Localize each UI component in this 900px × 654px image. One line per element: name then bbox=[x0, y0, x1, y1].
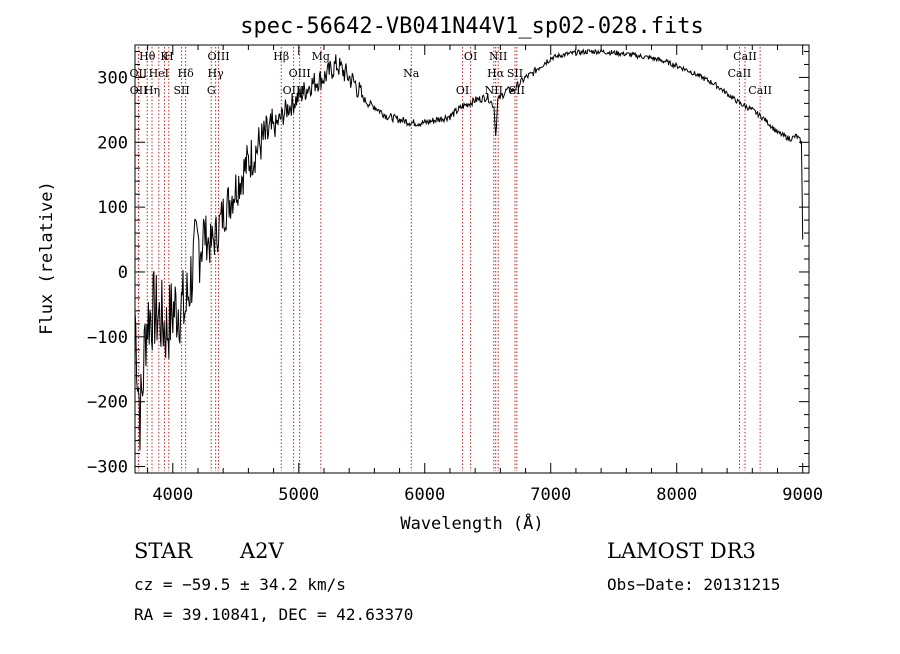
spectral-line-label: OIII bbox=[289, 67, 311, 80]
spectral-line-label: OIII bbox=[207, 50, 229, 63]
y-tick-label: 300 bbox=[97, 68, 128, 88]
spectral-line-label: CaII bbox=[748, 84, 772, 97]
spectral-line-label: Mg bbox=[312, 50, 330, 63]
spectral-line-labels: HθOIIOIIKHeIHηHHδSIIOIIIHγGHβOIIIOIIIMgN… bbox=[130, 50, 772, 97]
x-tick-label: 8000 bbox=[656, 485, 697, 505]
y-tick-label: −200 bbox=[87, 393, 128, 413]
spectral-line-label: H bbox=[164, 50, 174, 63]
spectral-line-label: NII bbox=[489, 50, 507, 63]
x-tick-label: 7000 bbox=[530, 485, 571, 505]
observation-date: Obs−Date: 20131215 bbox=[607, 575, 780, 594]
spectral-line-label: Hα bbox=[487, 67, 505, 80]
chart-title: spec-56642-VB041N44V1_sp02-028.fits bbox=[240, 14, 704, 39]
spectral-line-label: SII bbox=[507, 67, 523, 80]
survey-name: LAMOST DR3 bbox=[607, 539, 756, 563]
spectrum-series-line bbox=[134, 47, 804, 451]
spectral-line-label: Na bbox=[403, 67, 420, 80]
y-tick-label: 100 bbox=[97, 198, 128, 218]
spectral-line-label: Hγ bbox=[208, 67, 225, 80]
x-axis-ticks: 4000 5000 6000 7000 8000 9000 bbox=[147, 45, 823, 505]
x-tick-label: 6000 bbox=[404, 485, 445, 505]
spectral-line-label: SII bbox=[173, 84, 189, 97]
sky-coordinates: RA = 39.10841, DEC = 42.63370 bbox=[134, 605, 413, 624]
x-axis-label: Wavelength (Å) bbox=[400, 512, 543, 534]
y-axis-label: Flux (relative) bbox=[37, 181, 57, 335]
spectral-line-label: CaII bbox=[733, 50, 757, 63]
y-tick-label: 200 bbox=[97, 133, 128, 153]
y-tick-label: 0 bbox=[118, 263, 128, 283]
spectral-line-label: G bbox=[207, 84, 216, 97]
spectral-subclass: A2V bbox=[239, 539, 285, 563]
y-axis-ticks: −300 −200 −100 0 100 200 300 bbox=[87, 50, 809, 478]
spectral-line-label: Hθ bbox=[139, 50, 156, 63]
spectral-line-label: OI bbox=[456, 84, 469, 97]
object-class: STAR bbox=[134, 539, 193, 563]
spectral-line-label: CaII bbox=[728, 67, 752, 80]
spectral-line-label: OI bbox=[464, 50, 477, 63]
spectral-line-label: Hβ bbox=[273, 50, 289, 63]
spectral-line-label: NII bbox=[485, 84, 503, 97]
x-tick-label: 4000 bbox=[152, 485, 193, 505]
spectral-line-label: OII bbox=[130, 67, 148, 80]
spectral-line-label: Hδ bbox=[178, 67, 195, 80]
spectral-line-label: HeI bbox=[149, 67, 169, 80]
y-tick-label: −300 bbox=[87, 458, 128, 478]
y-tick-label: −100 bbox=[87, 328, 128, 348]
spectral-line-markers bbox=[137, 47, 761, 471]
spectral-line-label: K bbox=[160, 50, 169, 63]
x-tick-label: 9000 bbox=[782, 485, 823, 505]
spectral-line-label: SII bbox=[509, 84, 525, 97]
redshift-cz: cz = −59.5 ± 34.2 km/s bbox=[134, 575, 346, 594]
plot-frame bbox=[134, 44, 810, 474]
spectral-line-label: Hη bbox=[144, 84, 160, 97]
x-tick-label: 5000 bbox=[278, 485, 319, 505]
